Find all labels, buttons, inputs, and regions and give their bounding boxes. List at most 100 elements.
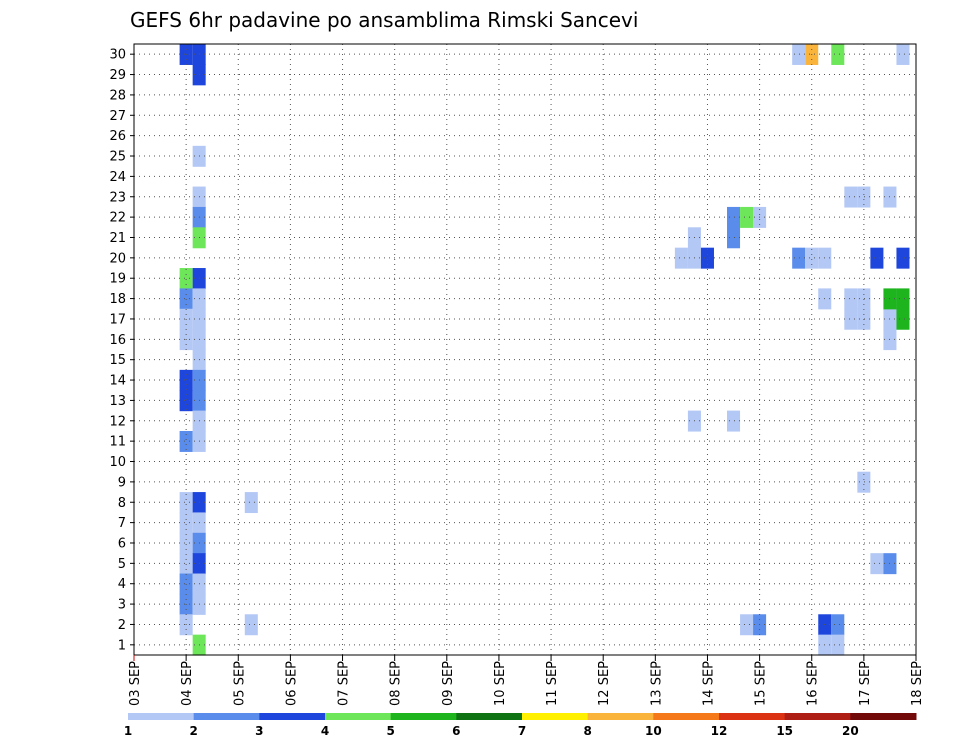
y-tick-label: 23 bbox=[109, 190, 126, 205]
heatmap-cell bbox=[700, 247, 714, 269]
heatmap-cell bbox=[179, 369, 193, 391]
heatmap-cell bbox=[844, 186, 858, 208]
y-tick-label: 29 bbox=[109, 68, 126, 83]
heatmap-cell bbox=[805, 247, 819, 269]
colorbar-swatch bbox=[587, 713, 654, 720]
colorbar-swatch bbox=[653, 713, 720, 720]
colorbar-swatch bbox=[128, 713, 195, 720]
colorbar-swatch bbox=[193, 713, 260, 720]
y-tick-label: 24 bbox=[109, 170, 126, 185]
heatmap-cell bbox=[179, 512, 193, 534]
colorbar-swatch bbox=[456, 713, 523, 720]
x-axis-ticks: 03 SEP 04 SEP 05 SEP 06 SEP 07 SEP 08 SEP 09 S… bbox=[128, 655, 925, 706]
heatmap-cell bbox=[179, 553, 193, 575]
y-tick-label: 9 bbox=[118, 475, 126, 490]
heatmap-cell bbox=[244, 492, 258, 514]
heatmap-cell bbox=[896, 247, 910, 269]
y-tick-label: 26 bbox=[109, 129, 126, 144]
y-tick-label: 28 bbox=[109, 88, 126, 103]
x-tick-label: 17 SEP bbox=[858, 661, 873, 706]
heatmap-cell bbox=[674, 247, 688, 269]
heatmap-cell bbox=[740, 614, 754, 636]
y-tick-label: 21 bbox=[109, 231, 126, 246]
x-tick-label: 10 SEP bbox=[493, 661, 508, 706]
x-tick-label: 09 SEP bbox=[441, 661, 456, 706]
colorbar-swatch bbox=[390, 713, 457, 720]
colorbar: 1 2 3 4 5 6 7 8 10 12 15 20 bbox=[124, 713, 917, 738]
x-tick-label: 05 SEP bbox=[232, 661, 247, 706]
heatmap-cell bbox=[727, 410, 741, 432]
heatmap-cell bbox=[831, 44, 845, 65]
heatmap-cell bbox=[896, 44, 910, 65]
x-tick-label: 15 SEP bbox=[754, 661, 769, 706]
heatmap-cell bbox=[831, 614, 845, 636]
colorbar-label: 7 bbox=[518, 724, 526, 738]
heatmap-cell bbox=[792, 44, 806, 65]
heatmap-cell bbox=[727, 206, 741, 228]
colorbar-swatch bbox=[325, 713, 392, 720]
x-tick-label: 12 SEP bbox=[597, 661, 612, 706]
y-tick-label: 30 bbox=[109, 48, 126, 63]
colorbar-label: 2 bbox=[189, 724, 197, 738]
colorbar-swatch bbox=[259, 713, 326, 720]
x-tick-label: 03 SEP bbox=[128, 661, 143, 706]
x-tick-label: 07 SEP bbox=[337, 661, 352, 706]
colorbar-swatch bbox=[784, 713, 851, 720]
y-tick-label: 22 bbox=[109, 211, 126, 226]
x-tick-label: 08 SEP bbox=[389, 661, 404, 706]
y-tick-label: 13 bbox=[109, 394, 126, 409]
heatmap-cell bbox=[179, 430, 193, 452]
heatmap-cell bbox=[179, 492, 193, 514]
y-tick-label: 5 bbox=[118, 557, 126, 572]
x-tick-label: 18 SEP bbox=[910, 661, 925, 706]
grid-layer bbox=[134, 44, 916, 655]
heatmap-cell bbox=[179, 268, 193, 289]
colorbar-swatch bbox=[719, 713, 786, 720]
chart-title: GEFS 6hr padavine po ansamblima Rimski S… bbox=[130, 8, 638, 32]
heatmap-cell bbox=[244, 614, 258, 636]
y-tick-label: 17 bbox=[109, 312, 126, 327]
colorbar-label: 20 bbox=[842, 724, 859, 738]
y-tick-label: 16 bbox=[109, 333, 126, 348]
colorbar-swatch bbox=[850, 713, 917, 720]
y-tick-label: 6 bbox=[118, 536, 126, 551]
heatmap-cell bbox=[857, 471, 871, 493]
y-tick-label: 25 bbox=[109, 150, 126, 165]
colorbar-label: 1 bbox=[124, 724, 132, 738]
x-tick-label: 13 SEP bbox=[649, 661, 664, 706]
heatmap-cell bbox=[179, 532, 193, 554]
x-tick-label: 06 SEP bbox=[284, 661, 299, 706]
heatmap-cell bbox=[844, 288, 858, 310]
y-tick-label: 1 bbox=[118, 638, 126, 653]
colorbar-label: 15 bbox=[776, 724, 793, 738]
colorbar-label: 5 bbox=[386, 724, 394, 738]
y-tick-label: 12 bbox=[109, 414, 126, 429]
y-tick-label: 11 bbox=[109, 435, 126, 450]
y-tick-label: 19 bbox=[109, 272, 126, 287]
colorbar-label: 8 bbox=[583, 724, 591, 738]
y-tick-label: 8 bbox=[118, 496, 126, 511]
x-tick-label: 04 SEP bbox=[180, 661, 195, 706]
colorbar-label: 12 bbox=[711, 724, 728, 738]
heatmap-cell bbox=[844, 308, 858, 330]
heatmap-cell bbox=[896, 308, 910, 330]
y-tick-label: 7 bbox=[118, 516, 126, 531]
heatmap-cell bbox=[857, 186, 871, 208]
y-tick-label: 20 bbox=[109, 251, 126, 266]
y-tick-label: 18 bbox=[109, 292, 126, 307]
y-tick-label: 4 bbox=[118, 577, 126, 592]
heatmap-cell bbox=[870, 247, 884, 269]
heatmap-cell bbox=[179, 390, 193, 412]
heatmap-cell bbox=[857, 288, 871, 310]
heatmap-cell bbox=[740, 206, 754, 228]
y-tick-label: 15 bbox=[109, 353, 126, 368]
x-tick-label: 11 SEP bbox=[545, 661, 560, 706]
plot-frame bbox=[133, 43, 917, 656]
y-tick-label: 2 bbox=[118, 618, 126, 633]
heatmap-cell bbox=[896, 288, 910, 310]
heatmap-cell bbox=[831, 634, 845, 656]
y-tick-label: 3 bbox=[118, 598, 126, 613]
colorbar-label: 3 bbox=[255, 724, 263, 738]
heatmap-cell bbox=[179, 288, 193, 310]
